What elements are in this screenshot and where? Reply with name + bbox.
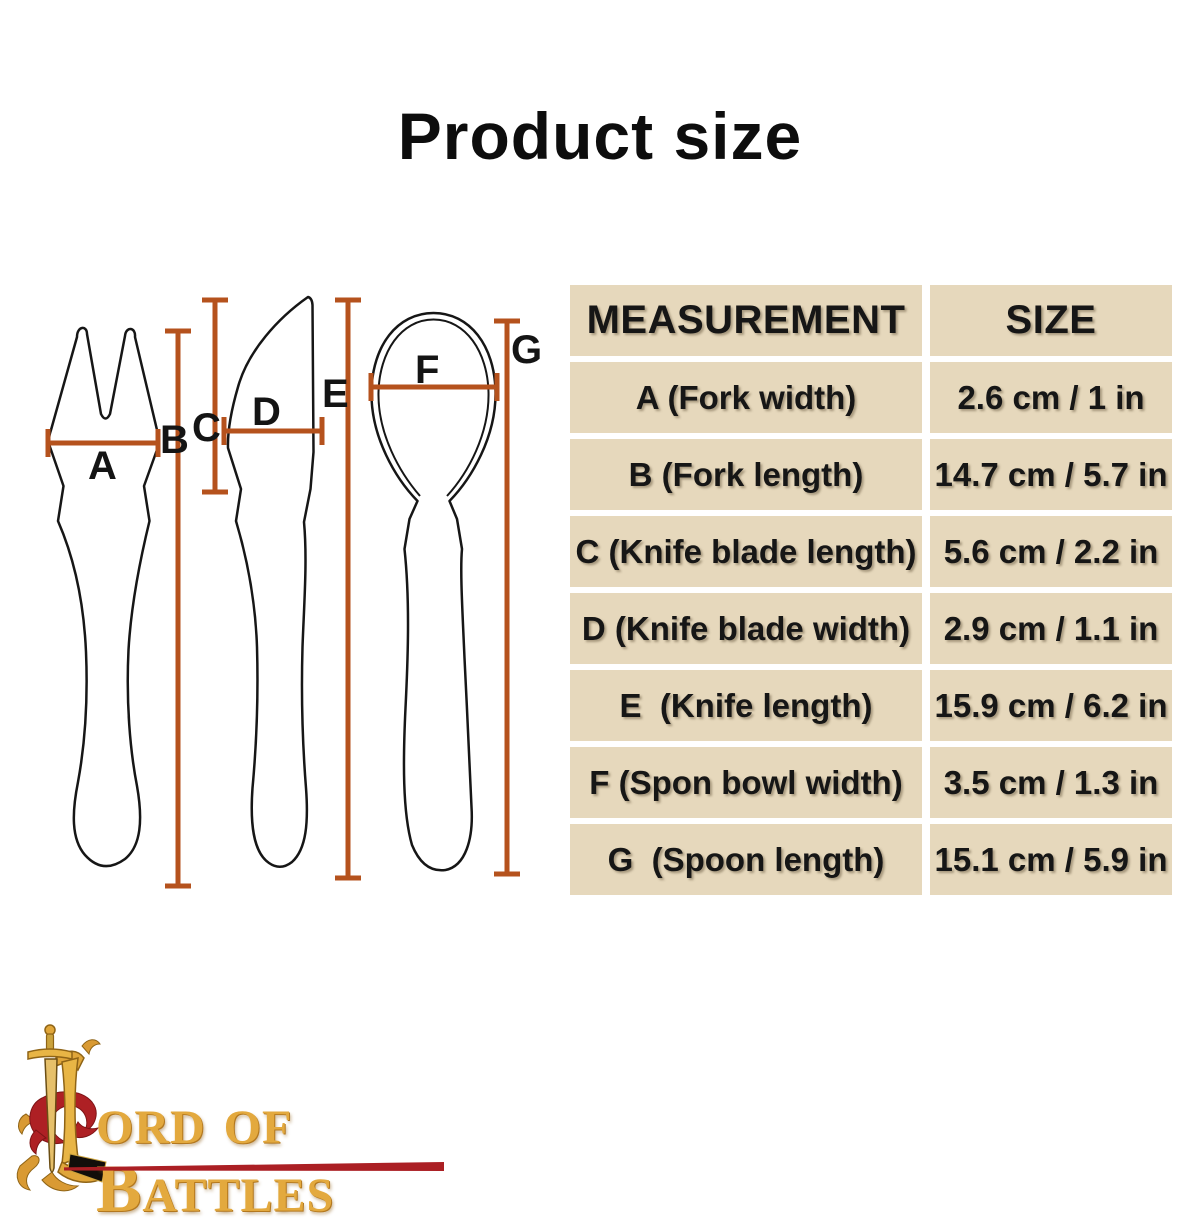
dim-label-b: B <box>160 418 189 462</box>
page-title: Product size <box>397 99 803 174</box>
fork-outline <box>47 326 161 868</box>
size-table-size-cell: 15.9 cm / 6.2 in <box>930 670 1172 741</box>
size-table-size-cell: 3.5 cm / 1.3 in <box>930 747 1172 818</box>
size-table-measurement-cell: E (Knife length) <box>570 670 922 741</box>
emblem-sword <box>27 1024 73 1173</box>
size-table-size-cell: 14.7 cm / 5.7 in <box>930 439 1172 510</box>
dim-label-e: E <box>322 372 349 416</box>
measure-line-a <box>45 429 161 457</box>
size-table-size-cell: 2.6 cm / 1 in <box>930 362 1172 433</box>
logo-underline <box>64 1162 444 1171</box>
size-table-measurement-cell: G (Spoon length) <box>570 824 922 895</box>
size-table-size-cell: 5.6 cm / 2.2 in <box>930 516 1172 587</box>
measure-line-b <box>165 328 191 889</box>
size-table-measurement-cell: C (Knife blade length) <box>570 516 922 587</box>
size-table-header-measurement: MEASUREMENT <box>570 285 922 356</box>
size-table-measurement-cell: D (Knife blade width) <box>570 593 922 664</box>
size-table: MEASUREMENT SIZE A (Fork width) 2.6 cm / … <box>570 285 1172 895</box>
size-table-measurement-cell: F (Spon bowl width) <box>570 747 922 818</box>
size-table-size-cell: 2.9 cm / 1.1 in <box>930 593 1172 664</box>
measure-line-g <box>494 318 520 877</box>
dim-label-d: D <box>252 390 281 434</box>
size-table-measurement-cell: B (Fork length) <box>570 439 922 510</box>
dim-label-g: G <box>511 328 543 372</box>
dim-label-f: F <box>415 348 440 392</box>
size-table-header-size: SIZE <box>930 285 1172 356</box>
measure-line-f <box>368 373 500 401</box>
spoon-outline <box>370 311 497 872</box>
dim-label-c: C <box>192 406 221 450</box>
knife-outline <box>226 295 315 868</box>
measure-line-c <box>202 297 228 495</box>
cutlery-diagram <box>45 295 520 889</box>
spoon-bowl-inner-line <box>377 318 490 497</box>
measure-line-d <box>221 417 325 445</box>
size-table-size-cell: 15.1 cm / 5.9 in <box>930 824 1172 895</box>
logo-wordmark: ord of Battles <box>96 1082 335 1226</box>
dim-label-a: A <box>88 444 117 488</box>
size-table-measurement-cell: A (Fork width) <box>570 362 922 433</box>
lord-of-battles-logo: ord of Battles <box>0 1010 520 1222</box>
measure-line-e <box>335 297 361 881</box>
